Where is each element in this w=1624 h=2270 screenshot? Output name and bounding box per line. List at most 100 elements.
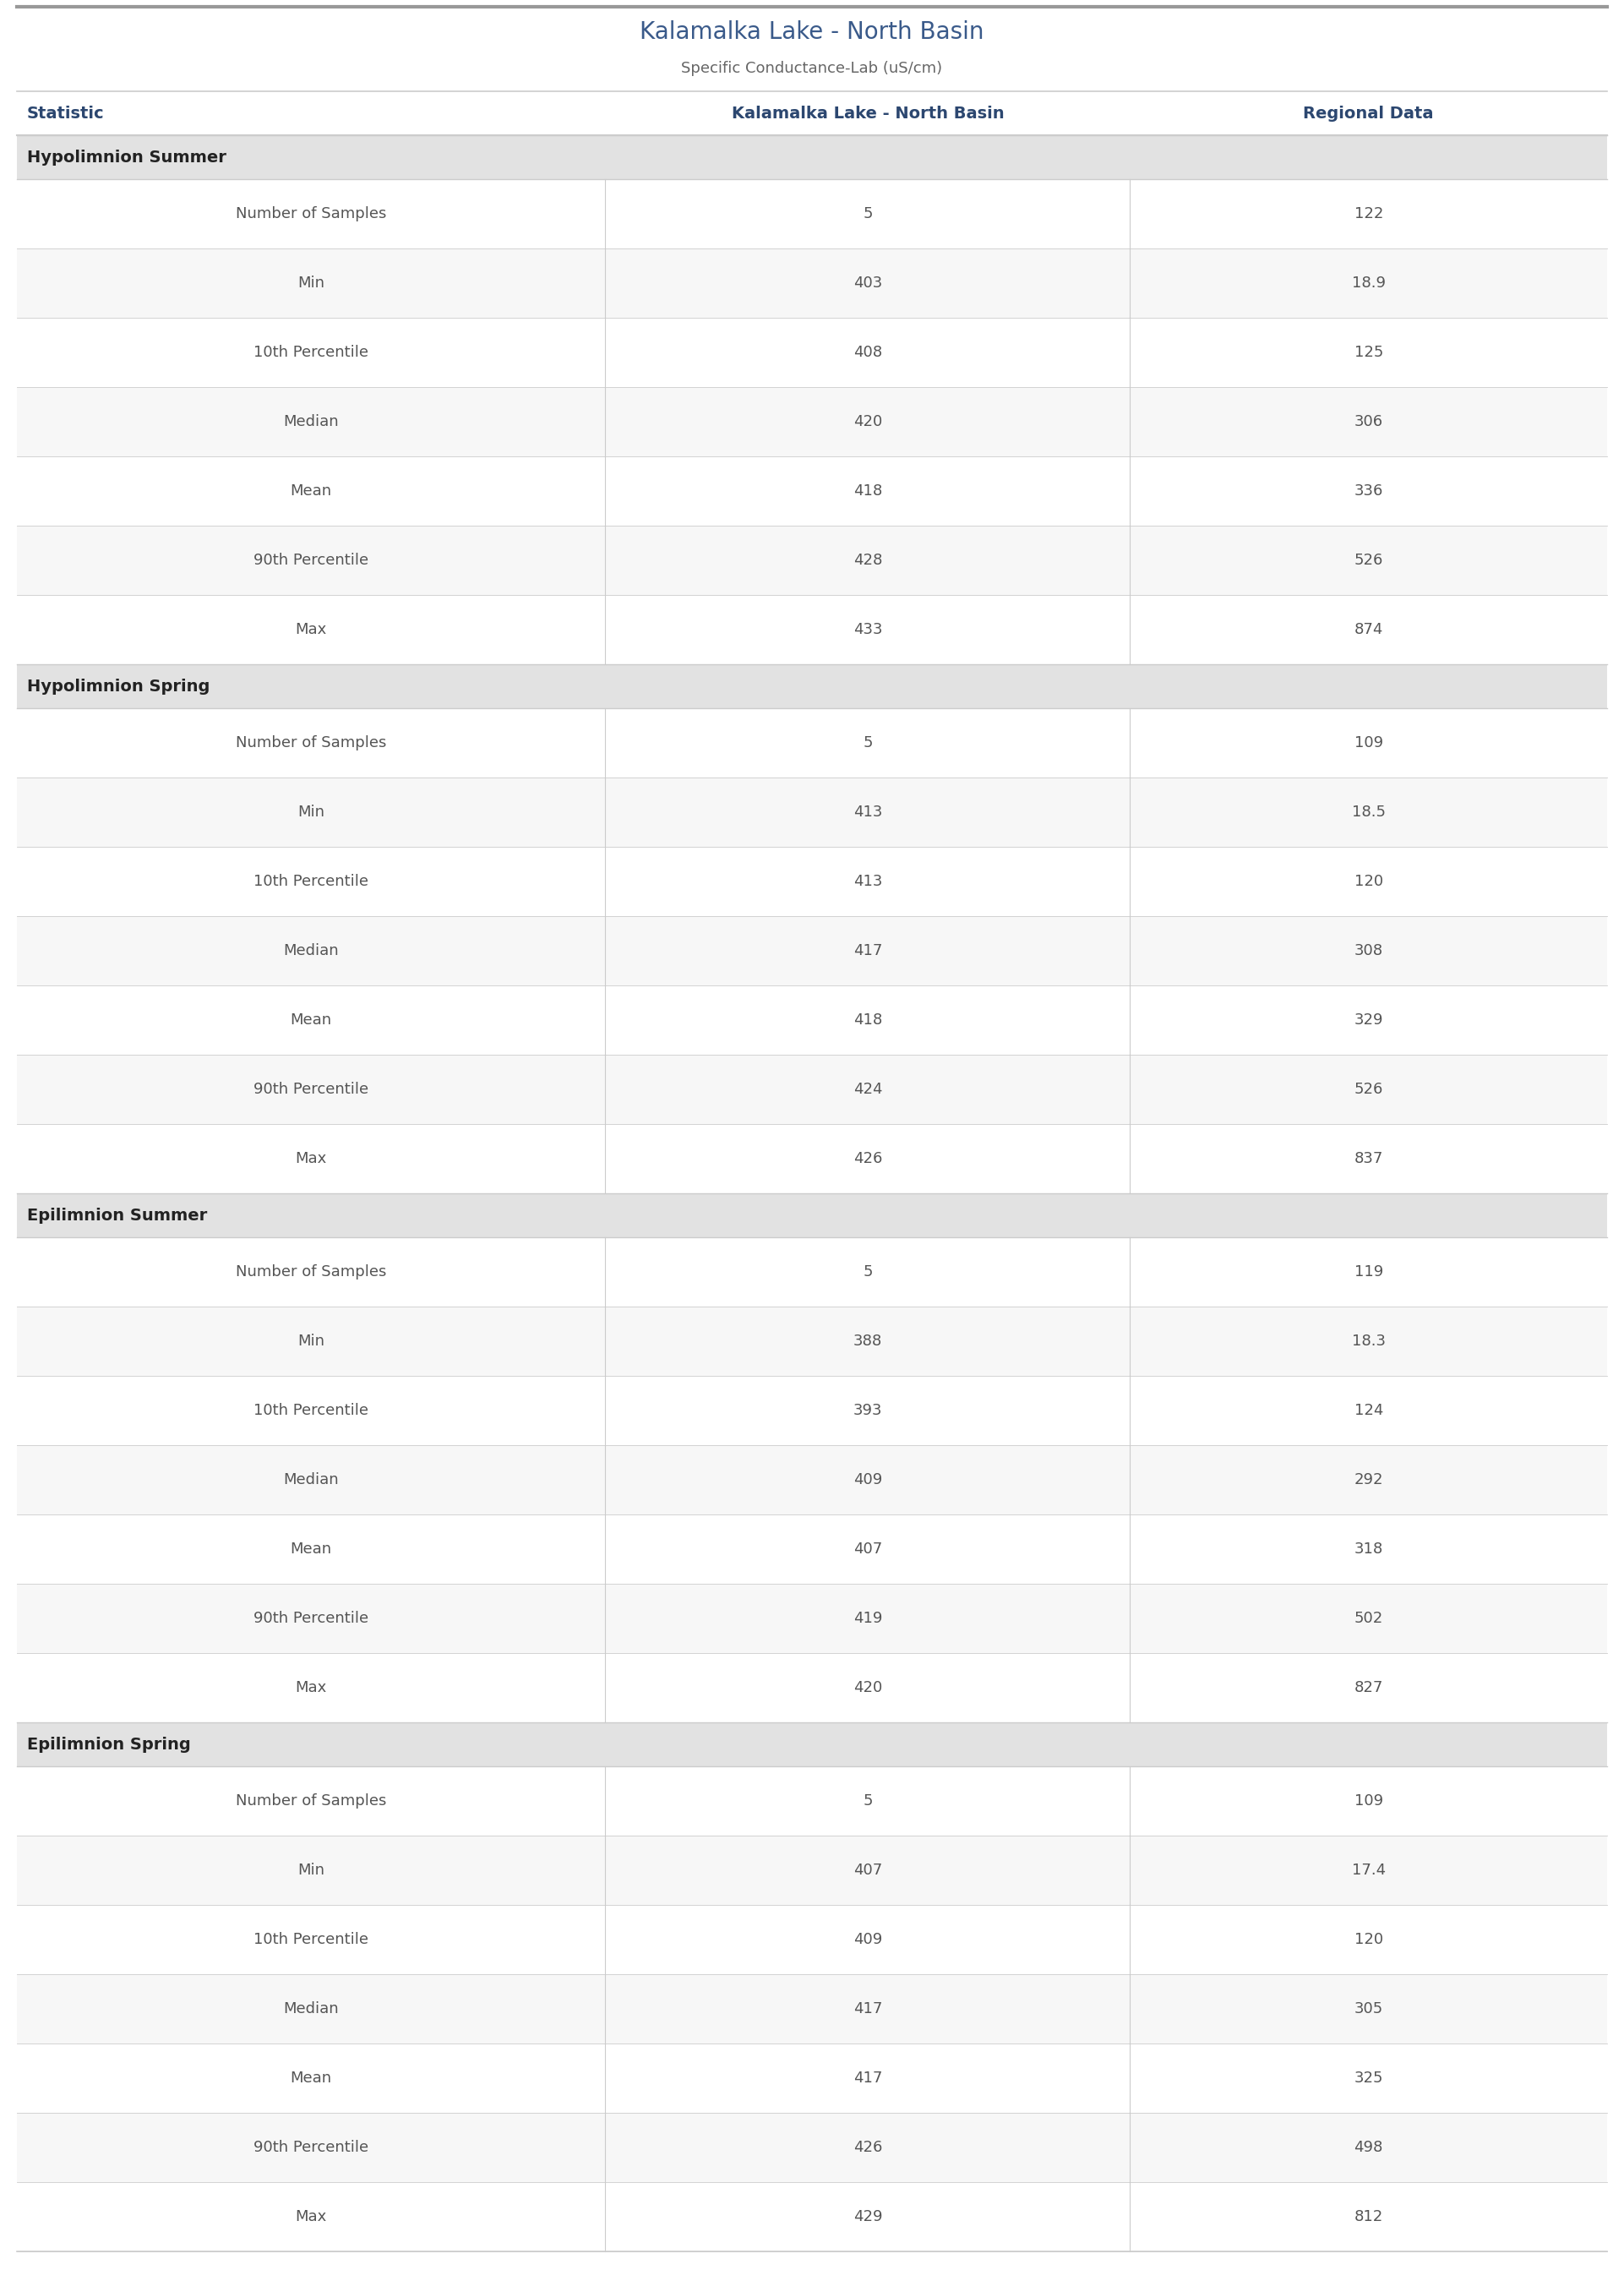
Text: 413: 413 xyxy=(853,874,882,890)
Text: Number of Samples: Number of Samples xyxy=(235,1793,387,1809)
Bar xyxy=(16,179,1608,247)
Text: 409: 409 xyxy=(853,1473,882,1487)
Text: 120: 120 xyxy=(1354,874,1384,890)
Bar xyxy=(16,917,1608,985)
Text: 413: 413 xyxy=(853,804,882,819)
Bar xyxy=(16,1584,1608,1653)
Text: 336: 336 xyxy=(1354,484,1384,499)
Text: 407: 407 xyxy=(853,1864,882,1877)
Text: Max: Max xyxy=(296,2209,326,2225)
Text: Median: Median xyxy=(283,942,339,958)
Text: 292: 292 xyxy=(1354,1473,1384,1487)
Bar xyxy=(16,388,1608,456)
Text: 526: 526 xyxy=(1354,1083,1384,1096)
Text: 318: 318 xyxy=(1354,1541,1384,1557)
Text: 827: 827 xyxy=(1354,1680,1384,1696)
Text: Max: Max xyxy=(296,622,326,638)
Text: Hypolimnion Spring: Hypolimnion Spring xyxy=(28,679,209,695)
Bar xyxy=(16,1056,1608,1124)
Text: 874: 874 xyxy=(1354,622,1384,638)
Text: Min: Min xyxy=(297,1332,325,1348)
Bar xyxy=(16,2181,1608,2252)
Text: 5: 5 xyxy=(862,1264,872,1280)
Text: 17.4: 17.4 xyxy=(1351,1864,1385,1877)
Bar xyxy=(16,1237,1608,1308)
Text: 10th Percentile: 10th Percentile xyxy=(253,1403,369,1419)
Text: Epilimnion Spring: Epilimnion Spring xyxy=(28,1737,190,1752)
Text: 426: 426 xyxy=(853,2141,882,2154)
Bar xyxy=(16,2113,1608,2181)
Text: Kalamalka Lake - North Basin: Kalamalka Lake - North Basin xyxy=(640,20,984,43)
Text: 5: 5 xyxy=(862,1793,872,1809)
Text: Hypolimnion Summer: Hypolimnion Summer xyxy=(28,150,226,166)
Bar xyxy=(16,847,1608,917)
Text: Min: Min xyxy=(297,1864,325,1877)
Text: 812: 812 xyxy=(1354,2209,1384,2225)
Text: Number of Samples: Number of Samples xyxy=(235,1264,387,1280)
Text: Number of Samples: Number of Samples xyxy=(235,735,387,751)
Text: Mean: Mean xyxy=(291,2070,331,2086)
Text: Mean: Mean xyxy=(291,1012,331,1028)
Text: 420: 420 xyxy=(853,413,882,429)
Text: 426: 426 xyxy=(853,1151,882,1167)
Bar xyxy=(16,1308,1608,1376)
Bar xyxy=(16,2043,1608,2113)
Text: 306: 306 xyxy=(1354,413,1384,429)
Text: 393: 393 xyxy=(853,1403,882,1419)
Text: 120: 120 xyxy=(1354,1932,1384,1948)
Bar xyxy=(16,247,1608,318)
Text: 417: 417 xyxy=(853,2070,882,2086)
Text: 325: 325 xyxy=(1354,2070,1384,2086)
Bar xyxy=(16,1975,1608,2043)
Bar xyxy=(16,1446,1608,1514)
Text: 90th Percentile: 90th Percentile xyxy=(253,1083,369,1096)
Bar xyxy=(16,91,1608,136)
Bar xyxy=(16,708,1608,779)
Text: Min: Min xyxy=(297,275,325,291)
Text: 305: 305 xyxy=(1354,2002,1384,2016)
Text: 5: 5 xyxy=(862,735,872,751)
Text: 90th Percentile: 90th Percentile xyxy=(253,552,369,568)
Text: 837: 837 xyxy=(1354,1151,1384,1167)
Text: 10th Percentile: 10th Percentile xyxy=(253,1932,369,1948)
Text: Mean: Mean xyxy=(291,484,331,499)
Text: 418: 418 xyxy=(853,1012,882,1028)
Bar xyxy=(16,1723,1608,1766)
Text: 308: 308 xyxy=(1354,942,1384,958)
Text: 10th Percentile: 10th Percentile xyxy=(253,874,369,890)
Text: Regional Data: Regional Data xyxy=(1304,104,1434,120)
Bar xyxy=(16,985,1608,1056)
Bar xyxy=(16,665,1608,708)
Text: 407: 407 xyxy=(853,1541,882,1557)
Bar xyxy=(16,595,1608,665)
Text: Mean: Mean xyxy=(291,1541,331,1557)
Bar xyxy=(16,779,1608,847)
Text: 18.3: 18.3 xyxy=(1351,1332,1385,1348)
Bar xyxy=(16,1376,1608,1446)
Text: 5: 5 xyxy=(862,207,872,222)
Bar xyxy=(16,136,1608,179)
Text: Kalamalka Lake - North Basin: Kalamalka Lake - North Basin xyxy=(731,104,1004,120)
Text: 418: 418 xyxy=(853,484,882,499)
Text: Max: Max xyxy=(296,1151,326,1167)
Text: 90th Percentile: 90th Percentile xyxy=(253,1612,369,1625)
Bar xyxy=(16,1124,1608,1194)
Bar xyxy=(16,1653,1608,1723)
Text: 125: 125 xyxy=(1354,345,1384,361)
Text: 18.5: 18.5 xyxy=(1351,804,1385,819)
Text: 417: 417 xyxy=(853,2002,882,2016)
Text: 109: 109 xyxy=(1354,1793,1384,1809)
Bar xyxy=(16,1514,1608,1584)
Text: 419: 419 xyxy=(853,1612,882,1625)
Text: 403: 403 xyxy=(853,275,882,291)
Text: 428: 428 xyxy=(853,552,882,568)
Text: 409: 409 xyxy=(853,1932,882,1948)
Text: 10th Percentile: 10th Percentile xyxy=(253,345,369,361)
Text: 388: 388 xyxy=(853,1332,882,1348)
Text: Number of Samples: Number of Samples xyxy=(235,207,387,222)
Text: 122: 122 xyxy=(1354,207,1384,222)
Bar xyxy=(16,1836,1608,1905)
Text: 498: 498 xyxy=(1354,2141,1384,2154)
Text: 417: 417 xyxy=(853,942,882,958)
Text: 109: 109 xyxy=(1354,735,1384,751)
